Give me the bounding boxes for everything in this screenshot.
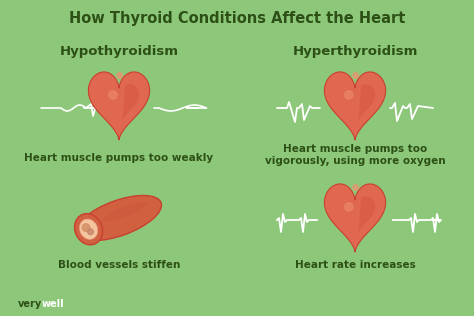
Text: Hypothyroidism: Hypothyroidism — [60, 46, 179, 58]
Text: Blood vessels stiffen: Blood vessels stiffen — [58, 260, 180, 270]
Text: well: well — [42, 299, 64, 309]
Circle shape — [345, 91, 353, 99]
Circle shape — [345, 203, 353, 211]
Polygon shape — [358, 196, 375, 233]
Circle shape — [353, 185, 358, 190]
Ellipse shape — [74, 214, 103, 245]
Text: Heart rate increases: Heart rate increases — [295, 260, 415, 270]
Ellipse shape — [76, 196, 162, 240]
Text: Hyperthyroidism: Hyperthyroidism — [292, 46, 418, 58]
Circle shape — [109, 91, 117, 99]
Ellipse shape — [80, 219, 98, 239]
Circle shape — [82, 224, 90, 231]
Circle shape — [117, 73, 122, 78]
Polygon shape — [324, 184, 386, 252]
Text: Heart muscle pumps too
vigorously, using more oxygen: Heart muscle pumps too vigorously, using… — [264, 144, 445, 166]
Text: very: very — [18, 299, 42, 309]
Circle shape — [88, 229, 93, 235]
Polygon shape — [358, 84, 375, 121]
Polygon shape — [122, 84, 139, 121]
Text: Heart muscle pumps too weakly: Heart muscle pumps too weakly — [25, 153, 214, 163]
Ellipse shape — [103, 202, 148, 221]
Polygon shape — [88, 72, 150, 140]
Text: How Thyroid Conditions Affect the Heart: How Thyroid Conditions Affect the Heart — [69, 10, 405, 26]
Polygon shape — [324, 72, 386, 140]
Circle shape — [353, 73, 358, 78]
